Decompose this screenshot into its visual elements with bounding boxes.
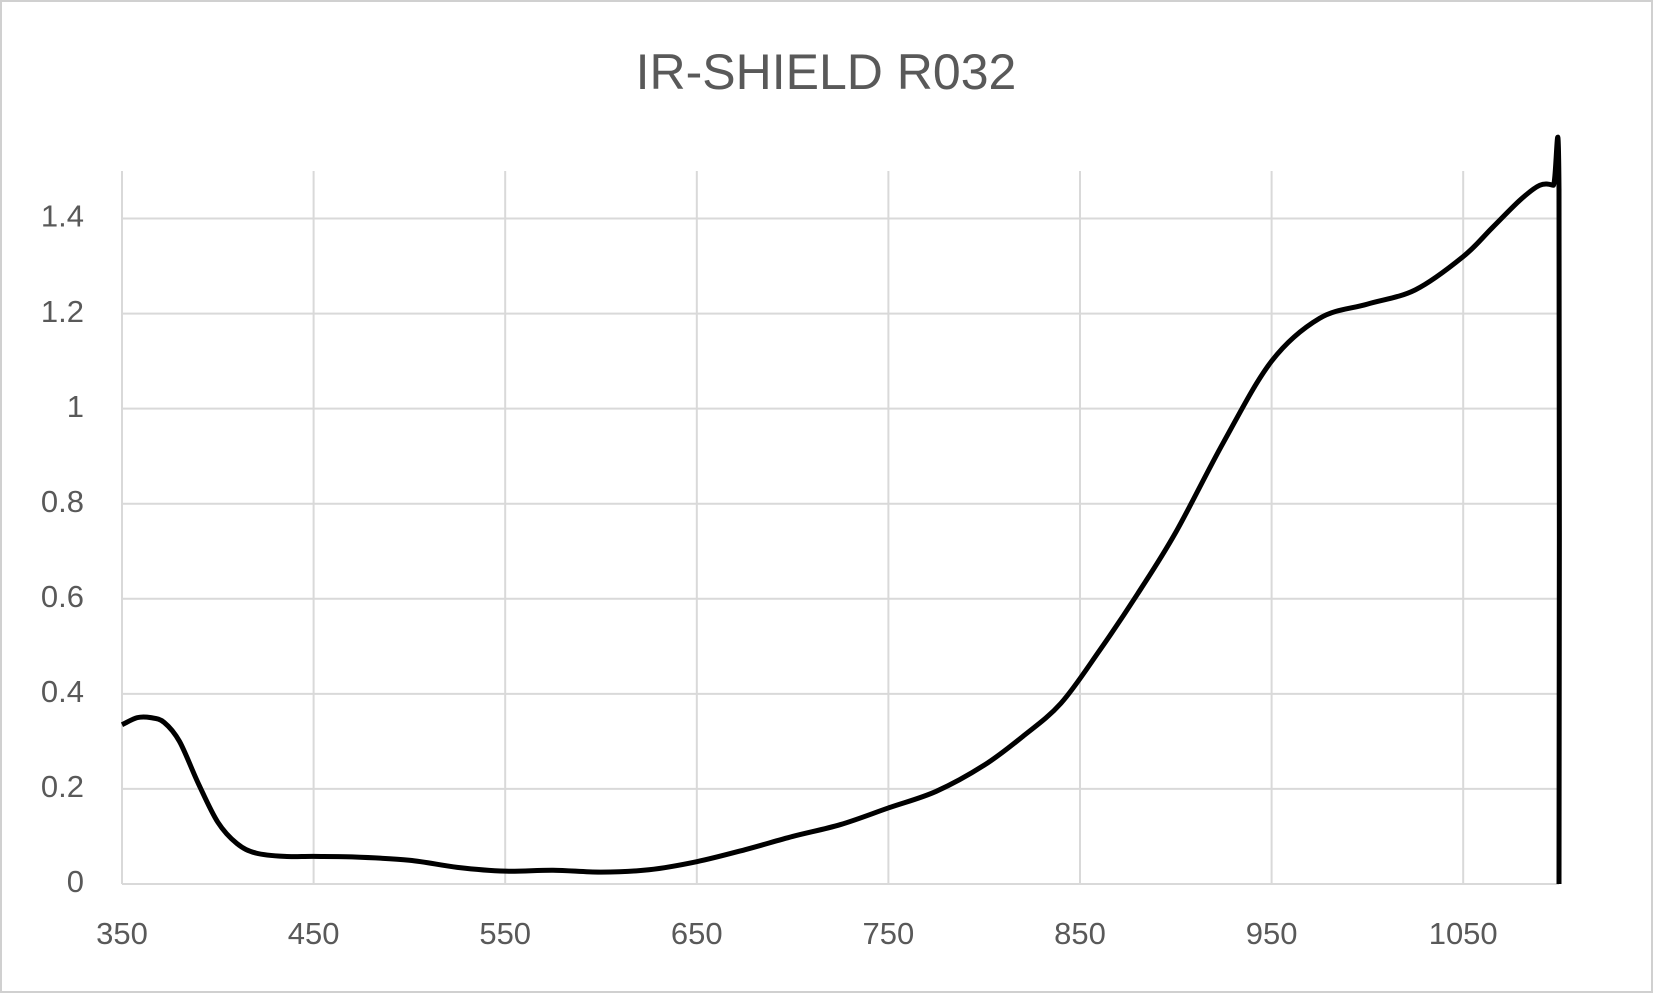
- y-tick-label: 0.6: [41, 579, 84, 614]
- x-tick-label: 750: [863, 916, 915, 951]
- data-line: [120, 134, 1562, 885]
- x-tick-label: 1050: [1429, 916, 1498, 951]
- x-tick-label: 350: [96, 916, 148, 951]
- x-tick-label: 550: [479, 916, 531, 951]
- y-tick-label: 1: [67, 389, 84, 424]
- y-tick-label: 0.8: [41, 484, 84, 519]
- x-tick-label: 950: [1246, 916, 1298, 951]
- x-tick-label: 650: [671, 916, 723, 951]
- y-tick-label: 0.4: [41, 674, 84, 709]
- x-tick-label: 450: [288, 916, 340, 951]
- y-tick-label: 0.2: [41, 769, 84, 804]
- y-tick-label: 0: [67, 864, 84, 899]
- x-tick-label: 850: [1054, 916, 1106, 951]
- y-tick-label: 1.2: [41, 294, 84, 329]
- y-tick-label: 1.4: [41, 199, 84, 234]
- chart-title: IR-SHIELD R032: [636, 44, 1017, 100]
